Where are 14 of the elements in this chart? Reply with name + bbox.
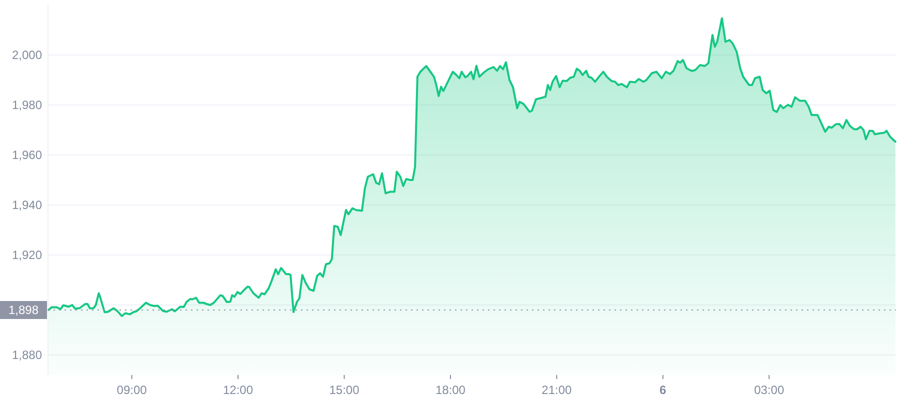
x-tick-label: 15:00 [329,383,360,397]
ref-line-label: 1,898 [8,303,39,317]
x-tick-label: 21:00 [542,383,572,397]
y-tick-label: 1,940 [12,198,42,212]
x-tick-label: 6 [660,383,667,397]
x-tick-label: 18:00 [435,383,466,397]
y-tick-label: 1,980 [12,98,42,112]
y-tick-label: 1,960 [12,148,42,162]
y-tick-label: 1,920 [12,248,42,262]
x-tick-label: 09:00 [116,383,148,397]
x-tick-label: 12:00 [223,383,254,397]
y-tick-label: 1,880 [12,348,42,362]
y-tick-label: 2,000 [12,48,42,62]
x-tick-label: 03:00 [754,383,784,397]
